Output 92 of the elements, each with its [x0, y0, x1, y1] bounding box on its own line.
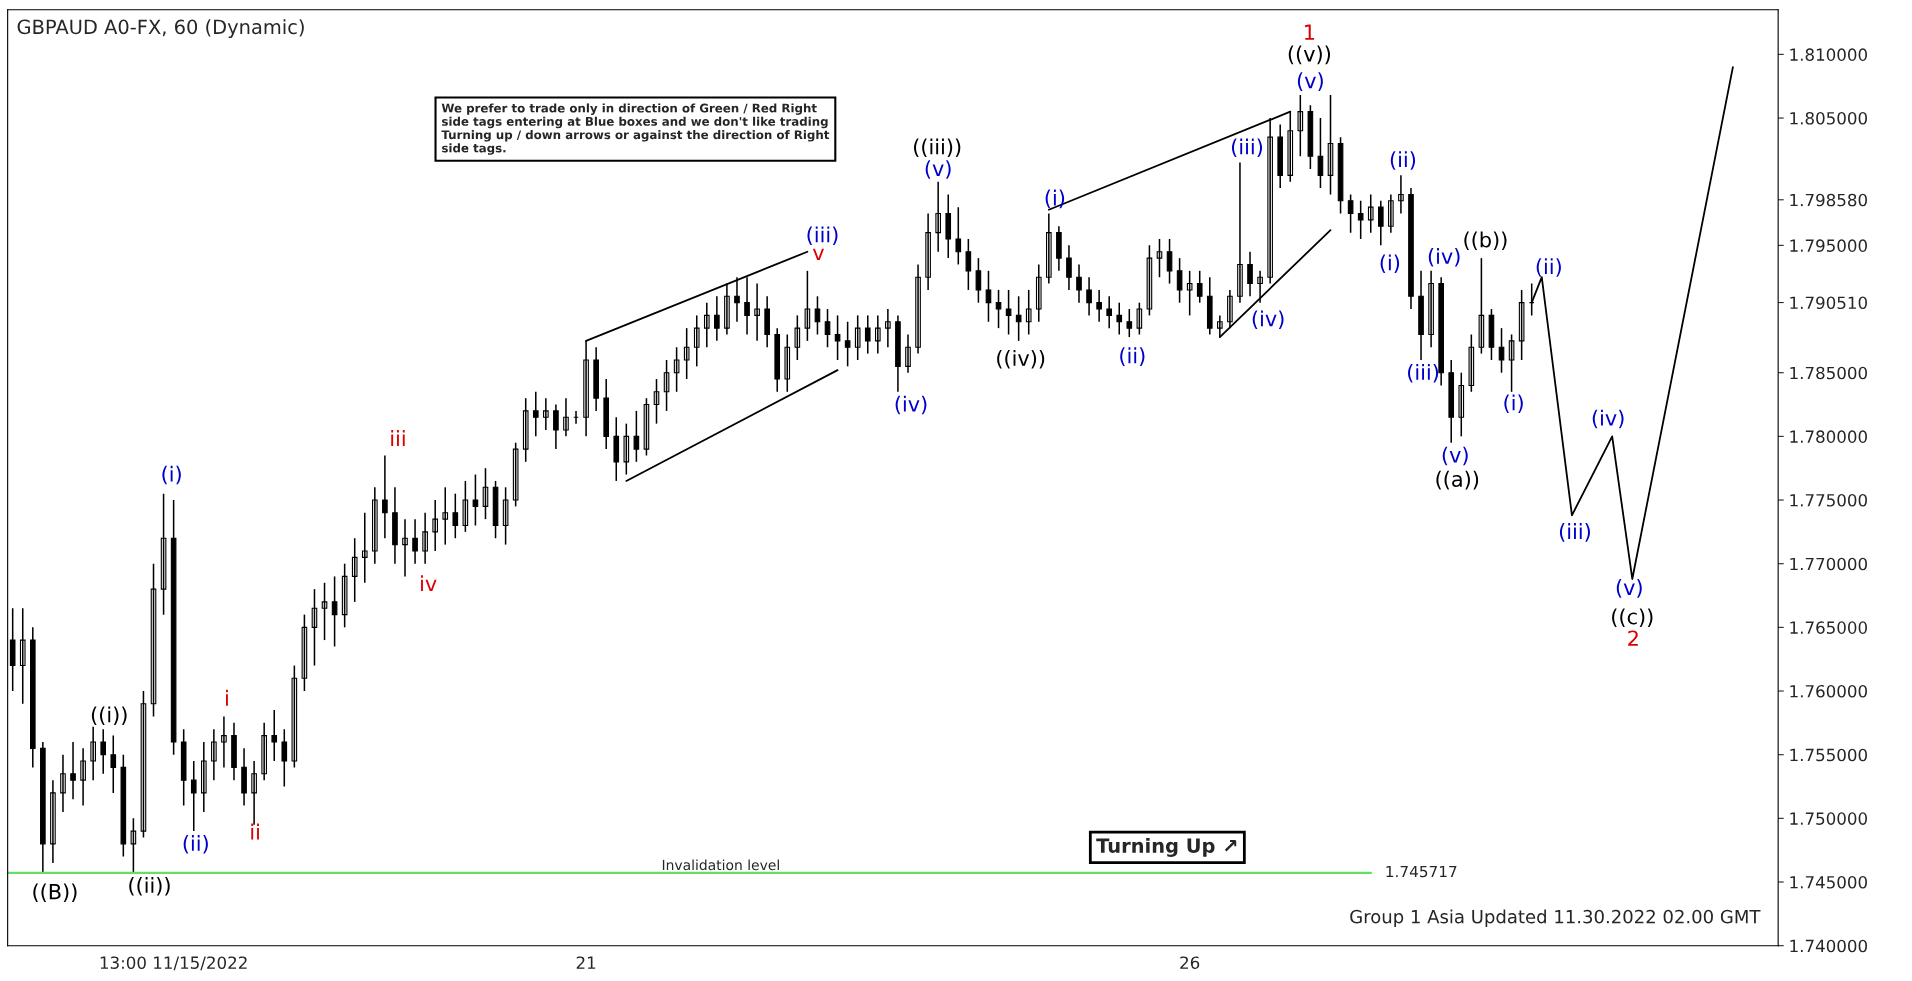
line-series [1530, 66, 1734, 580]
candlestick [1005, 289, 1012, 336]
candlestick [452, 492, 459, 539]
candlestick [331, 575, 338, 648]
candlestick [1357, 200, 1364, 240]
annotation: (i) [1504, 394, 1523, 414]
candlestick [1176, 257, 1183, 304]
annotation: 1 [1305, 24, 1315, 40]
candlestick [1186, 270, 1193, 317]
y-tick-label: 1.780000 [1790, 430, 1867, 443]
y-tick-label: 1.790510 [1790, 296, 1867, 310]
annotation: ((iv)) [997, 349, 1045, 369]
annotation: (v) [1442, 446, 1468, 466]
candlestick [281, 728, 288, 788]
annotation: ((ii)) [129, 877, 170, 896]
candlestick [512, 441, 519, 508]
annotation: ((B)) [33, 883, 77, 902]
annotation: ((v)) [1288, 45, 1331, 65]
candlestick [1196, 270, 1203, 304]
annotation: 1.745717 [1386, 865, 1457, 878]
annotation: ((a)) [1436, 470, 1479, 490]
candlestick [1518, 289, 1525, 361]
candlestick [683, 327, 690, 380]
y-tick-label: 1.805000 [1790, 112, 1867, 125]
annotation: (ii) [1390, 151, 1416, 170]
annotation: 2 [1628, 630, 1638, 646]
candlestick [673, 346, 680, 393]
annotation: (iv) [895, 395, 927, 415]
candlestick [844, 321, 851, 368]
y-tick-label: 1.785000 [1790, 366, 1867, 380]
x-tick-label: 13:00 11/15/2022 [100, 956, 247, 971]
annotation: (iii) [1559, 523, 1590, 542]
annotation: Group 1 Asia Updated 11.30.2022 02.00 GMT [1350, 909, 1761, 927]
annotation: ((i)) [91, 706, 127, 725]
candlestick [462, 480, 469, 533]
annotation: (ii) [183, 835, 208, 854]
ref-line-label: Invalidation level [662, 859, 779, 871]
candlestick [1136, 301, 1143, 336]
annotation: Turning Up ↗ [1096, 837, 1237, 857]
annotation: (v) [925, 160, 951, 179]
y-tick-label: 1.765000 [1790, 621, 1867, 634]
annotation: (iii) [1231, 138, 1263, 158]
y-tick-label: 1.750000 [1790, 812, 1867, 825]
annotation: ((b)) [1464, 231, 1507, 251]
x-tick-label: 21 [576, 956, 596, 969]
candlestick [804, 270, 811, 342]
annotation: We prefer to trade only in direction of Green / Red Right side tags entering at Blue boxes and we don't like trading Turning up / down arrows or against the direction of Right side tags. [441, 103, 830, 155]
annotation: (iv) [1592, 409, 1624, 429]
annotation: iii [391, 430, 405, 446]
annotation: i [226, 689, 228, 706]
y-tick-label: 1.745000 [1790, 875, 1867, 889]
y-tick-label: 1.810000 [1790, 48, 1867, 61]
candlestick [180, 728, 187, 807]
chart-title: GBPAUD A0-FX, 60 (Dynamic) [17, 19, 304, 38]
candlestick [794, 314, 801, 361]
candlestick [633, 410, 640, 463]
candlestick [1126, 308, 1133, 338]
annotation: (v) [1297, 72, 1323, 91]
candlestick [110, 734, 117, 794]
annotation: (iv) [1252, 310, 1284, 329]
annotation: ii [251, 823, 259, 840]
annotation: v [812, 248, 825, 261]
annotation: (ii) [1536, 258, 1561, 277]
annotation: ((iii)) [914, 138, 961, 158]
candlestick [9, 607, 16, 692]
candlestick [130, 817, 137, 874]
annotation: iv [421, 575, 437, 592]
y-tick-label: 1.795000 [1790, 239, 1867, 252]
y-tick-label: 1.740000 [1790, 939, 1867, 953]
candlestick [1307, 104, 1314, 170]
annotation: (iii) [1408, 363, 1439, 383]
y-tick-label: 1.770000 [1790, 557, 1867, 571]
annotation: (i) [1380, 254, 1400, 273]
y-tick-label: 1.760000 [1790, 684, 1867, 698]
annotation: ((c)) [1612, 608, 1653, 627]
y-tick-label: 1.755000 [1790, 748, 1867, 762]
y-tick-label: 1.798580 [1790, 193, 1867, 207]
candlestick [975, 257, 982, 304]
annotation: (v) [1616, 579, 1642, 598]
candlestick [1347, 193, 1354, 234]
annotation: (iv) [1428, 248, 1460, 267]
annotation: (iii) [807, 226, 838, 245]
candlestick [1025, 289, 1032, 336]
annotation: (ii) [1120, 347, 1145, 366]
candlestick [522, 397, 529, 463]
y-tick-label: 1.775000 [1790, 493, 1867, 507]
candlestick [502, 486, 509, 546]
annotation: (i) [1045, 189, 1065, 209]
candlestick [854, 314, 861, 361]
candlestick [955, 206, 962, 266]
x-tick-label: 26 [1180, 956, 1200, 969]
annotation: (i) [162, 465, 181, 485]
